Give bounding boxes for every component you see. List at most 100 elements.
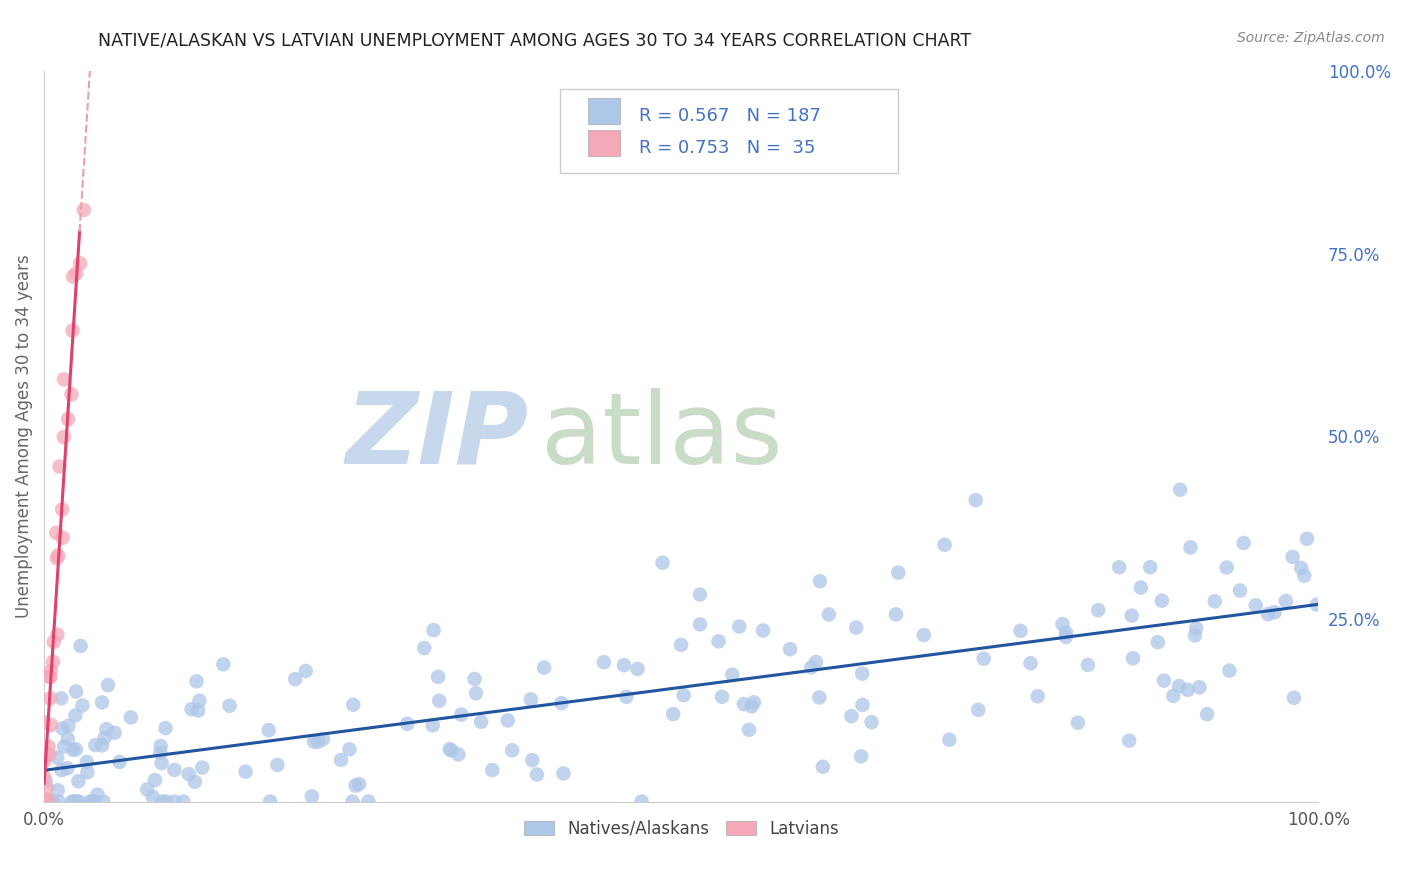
Point: [51, 691, 73, 706]
Point: [84, 738, 107, 752]
Point: [741, 699, 763, 714]
Point: [91, 739, 114, 753]
Point: [32, 795, 55, 809]
Point: [80, 795, 103, 809]
Point: [1282, 690, 1305, 705]
Point: [307, 735, 329, 749]
Point: [142, 789, 165, 804]
Point: [56, 412, 79, 426]
Point: [187, 704, 209, 718]
Point: [63, 795, 86, 809]
Point: [520, 692, 543, 706]
Point: [841, 709, 863, 723]
Point: [302, 734, 325, 748]
Point: [184, 774, 207, 789]
Point: [357, 795, 380, 809]
Point: [860, 715, 883, 730]
Point: [728, 619, 751, 633]
Point: [1294, 568, 1316, 582]
Point: [163, 795, 186, 809]
Point: [721, 667, 744, 681]
Point: [172, 795, 194, 809]
Point: [422, 623, 444, 637]
Legend: Natives/Alaskans, Latvians: Natives/Alaskans, Latvians: [517, 813, 845, 845]
Point: [689, 617, 711, 632]
Point: [1067, 715, 1090, 730]
Point: [150, 756, 173, 770]
Point: [1054, 625, 1077, 640]
Point: [39, 664, 62, 678]
Point: [342, 698, 364, 712]
Point: [65, 708, 87, 723]
Point: [1163, 689, 1185, 703]
Point: [51, 722, 73, 736]
Point: [150, 795, 173, 809]
Point: [1168, 483, 1191, 497]
Point: [39, 718, 62, 732]
Point: [52, 531, 75, 545]
Point: [103, 725, 125, 739]
Point: [1153, 673, 1175, 688]
Point: [450, 707, 472, 722]
Point: [120, 710, 142, 724]
Point: [496, 714, 519, 728]
Point: [83, 795, 105, 809]
Point: [284, 672, 307, 686]
Point: [37, 792, 59, 806]
Point: [46, 783, 69, 797]
Point: [73, 202, 96, 217]
Point: [742, 695, 765, 709]
Point: [707, 634, 730, 648]
Point: [32, 747, 55, 761]
Point: [1306, 598, 1329, 612]
Point: [180, 702, 202, 716]
Point: [662, 707, 685, 722]
Point: [427, 670, 450, 684]
Point: [1244, 599, 1267, 613]
Point: [108, 755, 131, 769]
Point: [818, 607, 841, 622]
Point: [93, 795, 115, 809]
Point: [62, 269, 84, 284]
Point: [257, 723, 280, 738]
Text: ZIP: ZIP: [346, 388, 529, 485]
Point: [48, 459, 70, 474]
Point: [413, 640, 436, 655]
Point: [69, 639, 91, 653]
Point: [887, 566, 910, 580]
Point: [440, 743, 463, 757]
Point: [51, 764, 73, 778]
Point: [804, 655, 827, 669]
Point: [752, 624, 775, 638]
Point: [965, 493, 987, 508]
Text: atlas: atlas: [541, 388, 783, 485]
Point: [1150, 593, 1173, 607]
Point: [1180, 541, 1202, 555]
Point: [851, 698, 873, 712]
Text: R = 0.567   N = 187: R = 0.567 N = 187: [640, 107, 821, 126]
Point: [259, 795, 281, 809]
Point: [1019, 657, 1042, 671]
Point: [52, 430, 75, 444]
Point: [38, 670, 60, 684]
Point: [1215, 560, 1237, 574]
Text: R = 0.753   N =  35: R = 0.753 N = 35: [640, 139, 815, 158]
Point: [738, 723, 761, 737]
Point: [1118, 733, 1140, 747]
Point: [733, 697, 755, 711]
Point: [191, 760, 214, 774]
Point: [82, 795, 104, 809]
Point: [1146, 635, 1168, 649]
Point: [56, 731, 79, 746]
Point: [967, 703, 990, 717]
Point: [553, 766, 575, 780]
Point: [470, 714, 492, 729]
Point: [884, 607, 907, 622]
Point: [1052, 617, 1074, 632]
Point: [427, 694, 450, 708]
Point: [1168, 679, 1191, 693]
Point: [1010, 624, 1032, 638]
Point: [330, 753, 353, 767]
Point: [501, 743, 523, 757]
Point: [62, 743, 84, 757]
